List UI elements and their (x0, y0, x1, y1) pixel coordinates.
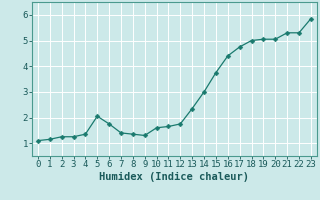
X-axis label: Humidex (Indice chaleur): Humidex (Indice chaleur) (100, 172, 249, 182)
